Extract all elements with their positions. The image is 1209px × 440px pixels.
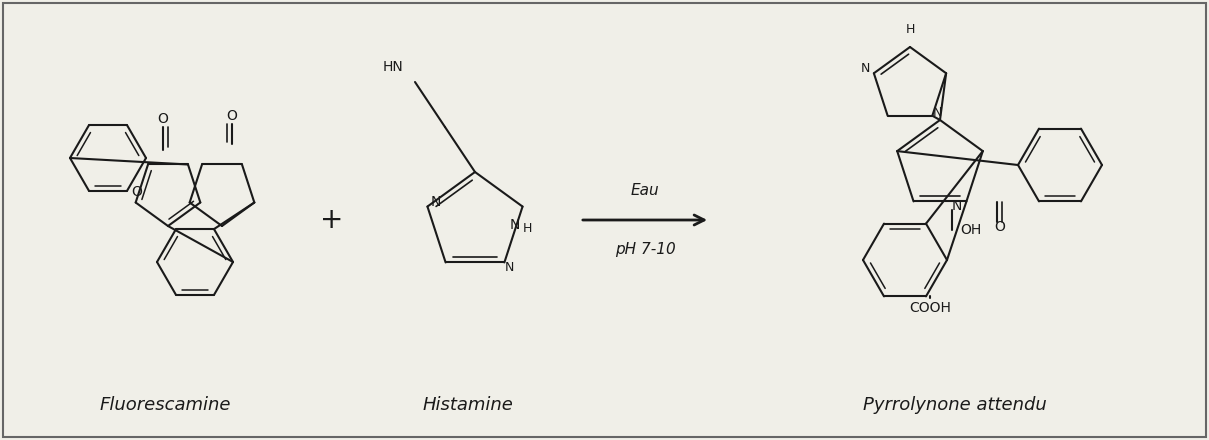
- Text: Eau: Eau: [631, 183, 659, 198]
- Text: Fluorescamine: Fluorescamine: [99, 396, 231, 414]
- Text: H: H: [906, 22, 915, 36]
- Text: N: N: [861, 62, 870, 75]
- Text: N: N: [951, 199, 961, 213]
- Text: HN: HN: [382, 60, 403, 74]
- Text: N: N: [932, 106, 942, 119]
- Text: N: N: [509, 217, 520, 231]
- Text: +: +: [320, 206, 343, 234]
- Text: Histamine: Histamine: [423, 396, 514, 414]
- Text: OH: OH: [960, 223, 982, 237]
- Text: O: O: [995, 220, 1006, 234]
- Text: pH 7-10: pH 7-10: [614, 242, 676, 257]
- Text: O: O: [226, 109, 237, 123]
- Text: Pyrrolynone attendu: Pyrrolynone attendu: [863, 396, 1047, 414]
- Text: N: N: [430, 194, 440, 209]
- Text: O: O: [132, 185, 143, 199]
- Text: H: H: [522, 222, 532, 235]
- Text: N: N: [504, 261, 514, 274]
- Text: O: O: [157, 112, 168, 126]
- Text: COOH: COOH: [909, 301, 951, 315]
